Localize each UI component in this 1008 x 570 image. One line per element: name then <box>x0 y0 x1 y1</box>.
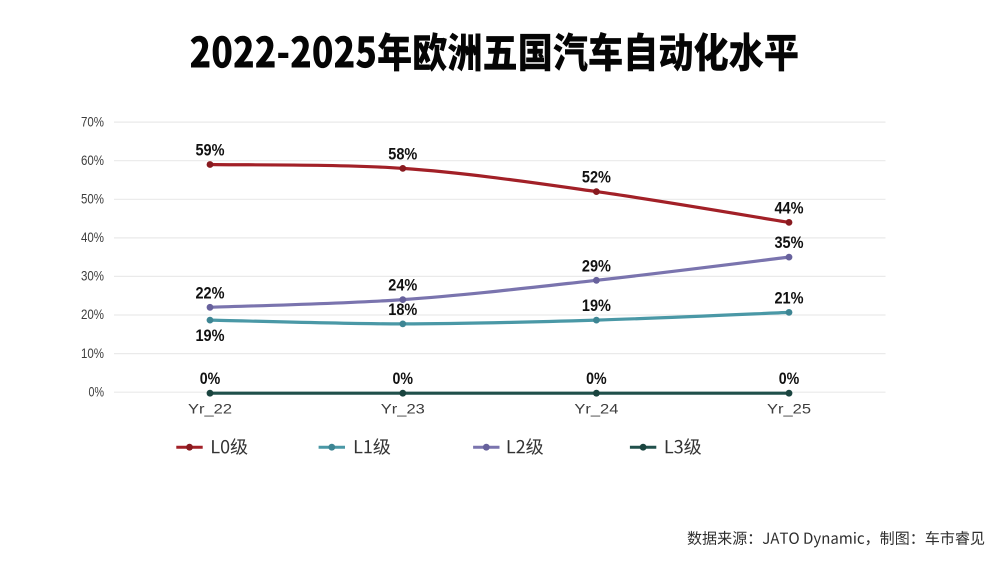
svg-text:Yr_24: Yr_24 <box>574 401 619 416</box>
svg-text:10%: 10% <box>81 345 104 361</box>
svg-text:0%: 0% <box>779 370 800 388</box>
svg-text:52%: 52% <box>582 169 611 187</box>
svg-text:0%: 0% <box>89 383 105 399</box>
svg-text:21%: 21% <box>775 289 804 307</box>
svg-text:44%: 44% <box>775 199 804 217</box>
svg-text:Yr_22: Yr_22 <box>188 401 232 416</box>
svg-text:20%: 20% <box>81 306 104 322</box>
svg-text:0%: 0% <box>586 370 607 388</box>
svg-text:19%: 19% <box>582 297 611 315</box>
svg-text:0%: 0% <box>393 370 414 388</box>
svg-text:58%: 58% <box>388 145 417 163</box>
svg-text:59%: 59% <box>196 142 225 160</box>
svg-text:Yr_25: Yr_25 <box>767 401 811 416</box>
svg-text:50%: 50% <box>81 191 104 207</box>
svg-text:30%: 30% <box>81 268 104 284</box>
svg-text:40%: 40% <box>81 229 104 245</box>
svg-text:22%: 22% <box>196 284 225 302</box>
svg-text:35%: 35% <box>775 234 804 252</box>
svg-text:18%: 18% <box>388 301 417 319</box>
svg-text:70%: 70% <box>81 113 104 129</box>
svg-text:24%: 24% <box>388 277 417 295</box>
svg-text:0%: 0% <box>200 370 221 388</box>
svg-text:29%: 29% <box>582 257 611 275</box>
svg-text:60%: 60% <box>81 152 104 168</box>
svg-text:Yr_23: Yr_23 <box>381 401 425 416</box>
svg-text:19%: 19% <box>196 327 225 345</box>
